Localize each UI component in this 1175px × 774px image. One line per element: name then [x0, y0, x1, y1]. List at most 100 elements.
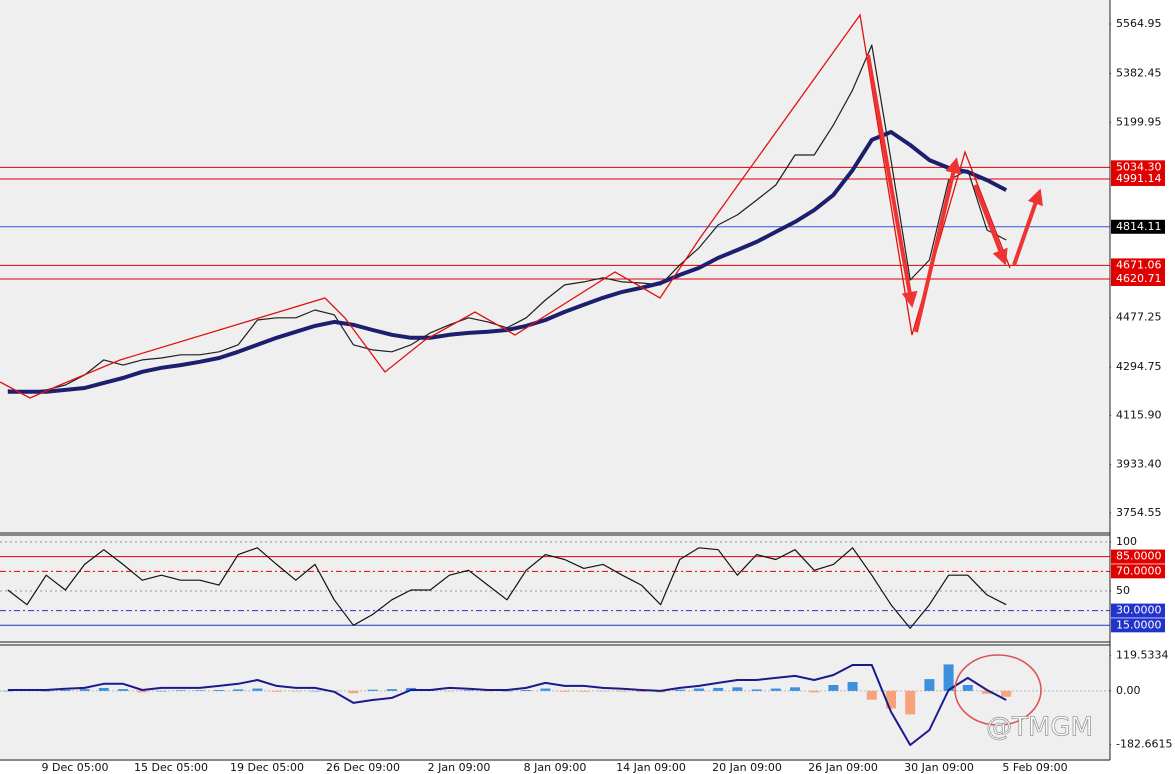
histogram-bar [367, 689, 378, 691]
level-label: 4620.71 [1116, 272, 1162, 285]
level-label-box [1111, 258, 1165, 273]
histogram-bar [252, 688, 263, 691]
y-tick-label: 4477.25 [1116, 311, 1162, 324]
histogram-bar [982, 690, 992, 694]
y-tick-label: 50 [1116, 584, 1130, 597]
level-label: 70.0000 [1116, 564, 1162, 577]
x-tick-label: 5 Feb 09:00 [1002, 761, 1067, 774]
histogram-bar [732, 687, 743, 691]
histogram-bar [847, 682, 858, 691]
x-tick-label: 9 Dec 05:00 [42, 761, 109, 774]
y-tick-label: 3933.40 [1116, 458, 1162, 471]
histogram-bar [617, 690, 628, 692]
arrow [973, 184, 1008, 266]
level-label: 5034.30 [1116, 160, 1162, 173]
y-tick-label: -182.6615 [1116, 738, 1172, 751]
histogram-bar [886, 690, 896, 709]
histogram-bar [79, 689, 90, 691]
level-label-box [1111, 171, 1165, 186]
histogram-bar [233, 689, 244, 691]
level-label-box [1111, 549, 1165, 564]
x-tick-label: 26 Dec 09:00 [326, 761, 400, 774]
histogram-bar [271, 690, 282, 692]
y-tick-label: 100 [1116, 535, 1137, 548]
series-line [7, 547, 1007, 629]
y-tick-label: 3754.55 [1116, 506, 1162, 519]
histogram-bar [386, 689, 397, 691]
histogram-bar [502, 690, 512, 692]
histogram-bar [751, 689, 762, 691]
level-label-box [1111, 564, 1165, 579]
level-label: 85.0000 [1116, 550, 1162, 563]
histogram-bar [924, 679, 935, 691]
histogram-bar [482, 690, 493, 692]
histogram-bar [962, 685, 973, 691]
x-tick-label: 2 Jan 09:00 [428, 761, 491, 774]
y-tick-label: 5199.95 [1116, 116, 1162, 129]
histogram-bar [348, 690, 359, 694]
series-line [7, 44, 1007, 393]
histogram-bar [2, 690, 13, 692]
y-tick-label: 4294.75 [1116, 360, 1162, 373]
arrow [1012, 188, 1043, 266]
histogram-bar [790, 687, 800, 691]
histogram-bar [521, 690, 532, 691]
axis-background [0, 761, 1110, 774]
y-tick-label: 5564.95 [1116, 17, 1162, 30]
histogram-bar [809, 690, 820, 693]
x-tick-label: 20 Jan 09:00 [712, 761, 782, 774]
histogram-bar [290, 690, 301, 692]
level-label: 4991.14 [1116, 172, 1162, 185]
y-tick-label: 0.00 [1116, 684, 1141, 697]
x-tick-label: 30 Jan 09:00 [904, 761, 974, 774]
histogram-bar [713, 687, 724, 691]
level-label-box [1111, 271, 1165, 286]
histogram-bar [828, 685, 839, 691]
histogram-bar [60, 690, 71, 691]
level-label: 4671.06 [1116, 258, 1162, 271]
histogram-bar [214, 690, 224, 691]
histogram-bar [694, 688, 704, 691]
arrow [866, 54, 918, 308]
level-label-box [1111, 160, 1165, 175]
x-tick-label: 8 Jan 09:00 [524, 761, 587, 774]
arrow [914, 157, 961, 333]
histogram-bar [770, 688, 781, 691]
level-label: 15.0000 [1116, 618, 1162, 631]
histogram-bar [598, 690, 608, 692]
labels: 9 Dec 05:00 15 Dec 05:00 19 Dec 05:00 26 De… [42, 17, 1173, 774]
highlight-circle [954, 654, 1042, 726]
series-line [7, 664, 1007, 746]
y-tick-label: 5382.45 [1116, 66, 1162, 79]
histogram-bar [905, 690, 916, 715]
histogram-bar [866, 690, 877, 700]
level-label-box [1111, 618, 1165, 633]
histogram-bar [310, 690, 320, 692]
panel-borders [0, 0, 1111, 761]
watermark: @TMGM [986, 713, 1093, 743]
histogram-bar [559, 690, 570, 692]
histogram-bar [444, 690, 455, 692]
y-tick-label: 4115.90 [1116, 408, 1162, 421]
histogram-bar [175, 690, 186, 691]
histogram-bar [636, 690, 647, 693]
histogram-bar [118, 689, 128, 691]
histogram-bar [674, 689, 685, 691]
arrows [866, 54, 1043, 333]
histogram-bar [1001, 690, 1012, 697]
histogram-bar [540, 688, 551, 691]
histogram-bar [41, 690, 52, 692]
histogram-bar [194, 690, 205, 691]
level-label-box [1111, 219, 1165, 234]
x-tick-label: 26 Jan 09:00 [808, 761, 878, 774]
histogram-bar [578, 690, 589, 692]
histogram-bar [463, 690, 474, 691]
trend-zigzag [0, 13, 1011, 399]
axis-background [1111, 0, 1175, 774]
x-tick-label: 14 Jan 09:00 [616, 761, 686, 774]
histogram-bar [98, 687, 109, 691]
histogram-bar [156, 690, 167, 692]
y-tick-label: 119.5334 [1116, 649, 1169, 662]
level-label: 30.0000 [1116, 604, 1162, 617]
